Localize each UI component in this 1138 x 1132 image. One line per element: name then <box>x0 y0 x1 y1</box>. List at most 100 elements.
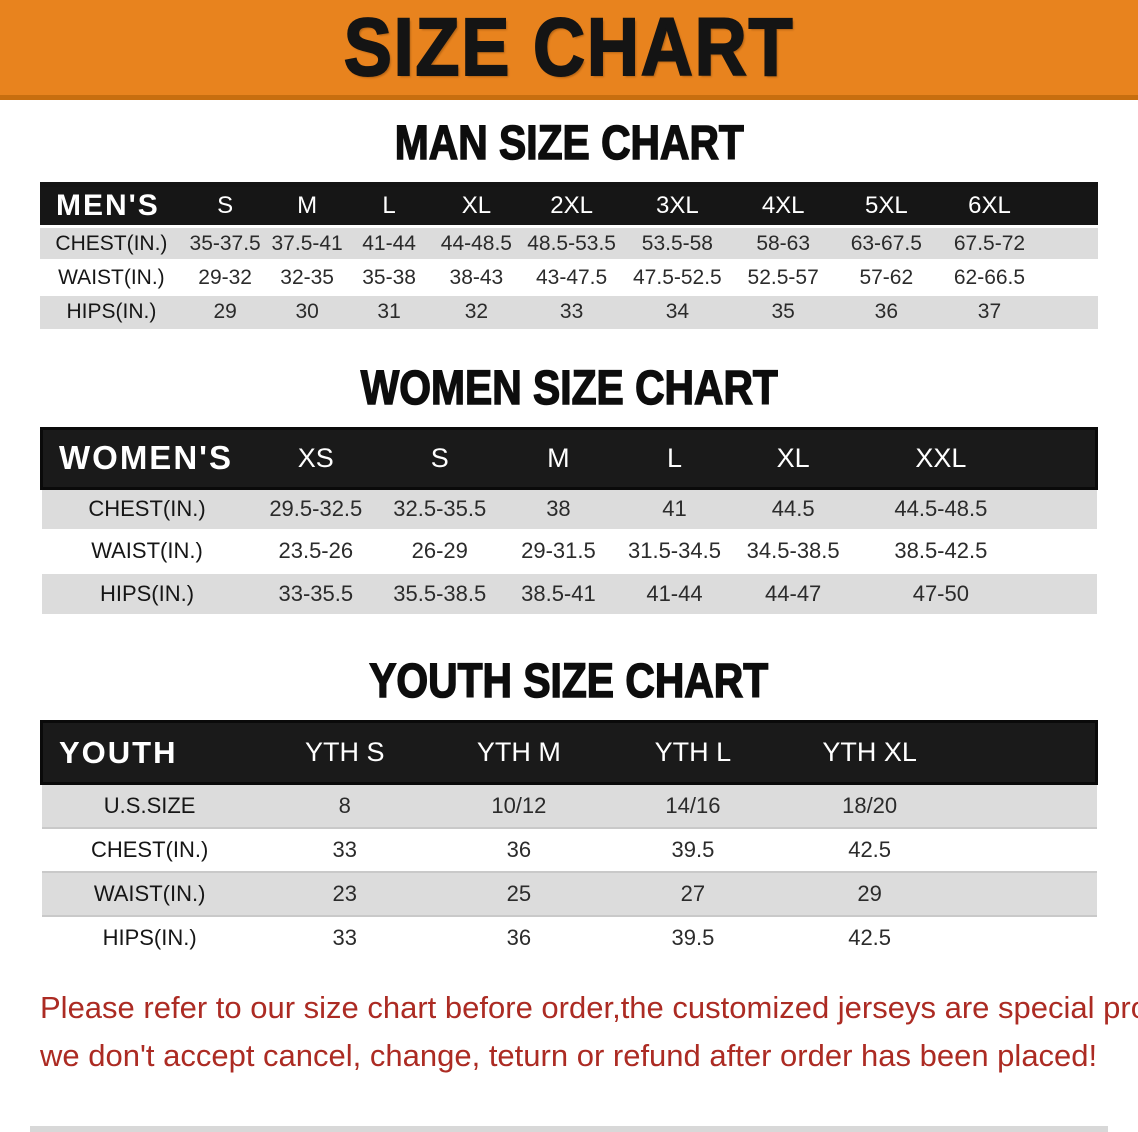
table-cell: 43-47.5 <box>535 265 608 289</box>
cell-spacer <box>1027 488 1097 530</box>
table-cell: 37 <box>939 294 1040 329</box>
cell-spacer <box>1028 530 1097 572</box>
column-header: 4XL <box>732 183 834 227</box>
header-row: YOUTH YTH S YTH M YTH L YTH XL <box>39 720 1099 785</box>
table-cell: 18/20 <box>779 783 960 828</box>
row-label: WAIST(IN.) <box>41 871 258 916</box>
table-cell: 44.5 <box>732 488 854 530</box>
table-row: CHEST(IN.) 33 36 39.5 42.5 <box>41 827 1097 872</box>
table-cell: 36 <box>506 836 532 862</box>
cell-spacer <box>1027 572 1097 614</box>
column-header: 6XL <box>939 183 1040 227</box>
cell-spacer <box>959 871 1097 916</box>
table-cell: 38-43 <box>449 265 504 289</box>
table-cell: 35-37.5 <box>182 226 268 261</box>
column-header: 5XL <box>833 183 940 227</box>
header-row: MEN'S S M L XL 2XL 3XL 4XL 5XL 6XL <box>40 183 1098 227</box>
table-cell: 25 <box>431 871 606 916</box>
table-cell: 35 <box>732 294 834 329</box>
table-cell: 36 <box>833 294 940 329</box>
header-spacer <box>1027 426 1098 490</box>
table-cell: 32 <box>431 294 522 329</box>
table-row: HIPS(IN.) 29 30 31 32 33 34 35 36 37 <box>40 294 1098 329</box>
column-header: YTH L <box>605 720 780 785</box>
table-cell: 23.5-26 <box>278 538 354 563</box>
header-row: WOMEN'S XS S M L XL XXL <box>40 426 1098 490</box>
column-header: 3XL <box>621 183 733 227</box>
table-cell: 41-44 <box>616 572 733 614</box>
column-header: M <box>500 426 617 490</box>
women-section-heading: WOMEN SIZE CHART <box>0 361 1138 415</box>
table-cell: 8 <box>257 783 432 828</box>
column-header: XXL <box>853 426 1028 490</box>
table-cell: 42.5 <box>848 925 892 950</box>
table-corner-label: WOMEN'S <box>40 426 253 490</box>
cell-spacer <box>1039 226 1098 261</box>
youth-section-heading: YOUTH SIZE CHART <box>0 657 1138 707</box>
row-label: CHEST(IN.) <box>90 836 209 862</box>
table-cell: 67.5-72 <box>939 226 1040 261</box>
column-header: XS <box>252 426 380 490</box>
table-cell: 38.5-41 <box>500 572 617 614</box>
table-cell: 39.5 <box>671 836 715 862</box>
table-corner-label: YOUTH <box>39 720 258 785</box>
table-cell: 36 <box>506 925 532 950</box>
table-cell: 29-31.5 <box>521 538 596 563</box>
cell-spacer <box>959 916 1096 960</box>
table-cell: 23 <box>257 871 432 916</box>
footer-note-line2: we don't accept cancel, change, teturn o… <box>40 1037 1098 1073</box>
table-corner-label: MEN'S <box>40 183 183 227</box>
table-cell: 35.5-38.5 <box>379 572 501 614</box>
table-cell: 53.5-58 <box>621 226 733 261</box>
man-section-heading: MAN SIZE CHART <box>0 117 1138 170</box>
man-section-heading-text: MAN SIZE CHART <box>394 117 744 170</box>
table-cell: 63-67.5 <box>833 226 940 261</box>
table-cell: 31.5-34.5 <box>627 538 721 563</box>
table-cell: 35-38 <box>362 265 416 289</box>
row-label: CHEST(IN.) <box>40 226 183 261</box>
table-cell: 44.5-48.5 <box>853 488 1028 530</box>
table-cell: 33-35.5 <box>252 572 380 614</box>
column-header: YTH XL <box>779 720 960 785</box>
table-cell: 33 <box>332 925 358 950</box>
youth-size-table: YOUTH YTH S YTH M YTH L YTH XL U.S.SIZE 8 10/12… <box>39 720 1099 960</box>
table-cell: 58-63 <box>732 226 834 261</box>
table-cell: 32-35 <box>280 265 334 289</box>
table-row: WAIST(IN.) 29-32 32-35 35-38 38-43 43-47.5 47.… <box>40 260 1098 295</box>
table-row: HIPS(IN.) 33 36 39.5 42.5 <box>41 915 1097 960</box>
footer-note: Please refer to our size chart before or… <box>40 984 1138 1080</box>
column-header: XL <box>431 183 522 227</box>
row-label: CHEST(IN.) <box>41 488 253 530</box>
column-header: YTH S <box>257 720 432 785</box>
row-label: U.S.SIZE <box>41 783 258 828</box>
table-cell: 41 <box>616 488 733 530</box>
row-label: HIPS(IN.) <box>40 294 183 329</box>
size-chart-banner: SIZE CHART <box>0 0 1138 100</box>
mens-size-table: MEN'S S M L XL 2XL 3XL 4XL 5XL 6XL CHEST(IN.) 35-37… <box>40 182 1098 329</box>
column-header: S <box>379 426 501 490</box>
table-cell: 48.5-53.5 <box>521 226 622 261</box>
footer-note-line1: Please refer to our size chart before or… <box>40 989 1138 1025</box>
table-cell: 29.5-32.5 <box>252 488 380 530</box>
table-cell: 62-66.5 <box>953 265 1026 289</box>
row-label: HIPS(IN.) <box>41 572 253 614</box>
table-cell: 47.5-52.5 <box>633 265 722 289</box>
table-cell: 34 <box>621 294 733 329</box>
table-cell: 27 <box>605 871 780 916</box>
table-cell: 37.5-41 <box>267 226 347 261</box>
table-cell: 30 <box>267 294 347 329</box>
bottom-edge-strip <box>30 1126 1108 1132</box>
row-label: HIPS(IN.) <box>102 925 197 950</box>
header-spacer <box>959 720 1099 785</box>
cell-spacer <box>959 783 1097 828</box>
women-section-heading-text: WOMEN SIZE CHART <box>360 361 778 415</box>
cell-spacer <box>1039 294 1098 329</box>
table-cell: 33 <box>332 836 358 862</box>
table-row: CHEST(IN.) 35-37.5 37.5-41 41-44 44-48.5 48.5… <box>40 226 1098 261</box>
column-header: M <box>267 183 347 227</box>
column-header: S <box>182 183 268 227</box>
table-cell: 41-44 <box>346 226 432 261</box>
table-cell: 44-47 <box>732 572 854 614</box>
row-label: WAIST(IN.) <box>58 265 165 289</box>
table-cell: 33 <box>521 294 622 329</box>
